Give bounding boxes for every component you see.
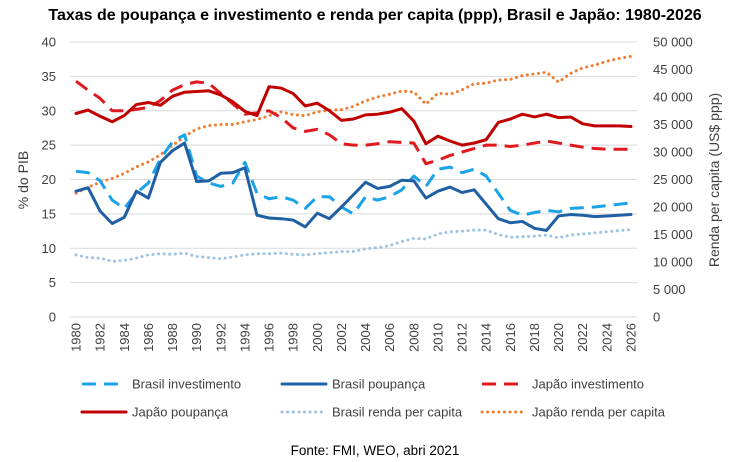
x-tick-label: 1994 [237, 323, 252, 352]
y-left-tick-label: 25 [42, 138, 56, 153]
series-line-brasil-poupanca [74, 141, 633, 232]
x-tick-label: 2026 [624, 323, 639, 352]
x-tick-label: 1982 [93, 323, 108, 352]
legend-item-brasil-investimento: Brasil investimento [82, 377, 241, 392]
legend-item-brasil-renda-per-capita: Brasil renda per capita [280, 405, 463, 420]
y-left-tick-label: 30 [42, 103, 56, 118]
x-tick-label: 2010 [430, 323, 445, 352]
x-tick-label: 1998 [286, 323, 301, 352]
legend-label: Japão renda per capita [532, 405, 666, 420]
y-right-tick-label: 30 000 [653, 145, 693, 160]
legend-item-japao-investimento: Japão investimento [482, 377, 644, 392]
y-axis-right-label: Renda per capita (US$ ppp) [706, 93, 722, 267]
series-line-japao-renda-per-capita [74, 54, 633, 195]
y-left-tick-label: 35 [42, 69, 56, 84]
y-left-tick-label: 40 [42, 35, 56, 50]
x-tick-label: 2002 [334, 323, 349, 352]
x-tick-label: 2006 [382, 323, 397, 352]
y-right-tick-label: 20 000 [653, 200, 693, 215]
x-tick-label: 2022 [575, 323, 590, 352]
series-lines [74, 54, 633, 263]
legend: Brasil investimento Brasil poupança Japão … [80, 377, 666, 420]
y-right-tick-label: 40 000 [653, 90, 693, 105]
y-axis-left-label: % do PIB [15, 151, 31, 209]
series-line-brasil-investimento [75, 133, 632, 217]
y-left-tick-label: 20 [42, 172, 56, 187]
y-left-tick-label: 10 [42, 241, 56, 256]
x-tick-label: 1988 [165, 323, 180, 352]
series-line-brasil-renda-per-capita [74, 228, 633, 263]
x-tick-label: 2008 [406, 323, 421, 352]
x-tick-label: 2016 [503, 323, 518, 352]
x-tick-label: 1986 [141, 323, 156, 352]
y-left-tick-label: 15 [42, 206, 56, 221]
legend-label: Brasil poupança [332, 377, 426, 392]
legend-label: Brasil renda per capita [332, 405, 463, 420]
x-tick-label: 2000 [310, 323, 325, 352]
y-right-tick-label: 5 000 [653, 282, 686, 297]
x-tick-label: 2018 [527, 323, 542, 352]
x-tick-label: 1984 [117, 323, 132, 352]
y-right-tick-label: 0 [653, 310, 660, 325]
chart-title: Taxas de poupança e investimento e renda… [48, 7, 701, 24]
y-axis-left-ticks: 0 5 10 15 20 25 30 35 40 [42, 35, 56, 325]
x-tick-label: 2004 [358, 323, 373, 352]
x-tick-label: 1980 [69, 323, 84, 352]
legend-label: Japão poupança [132, 405, 229, 420]
x-axis-ticks: 1980 1982 1984 1986 1988 1990 1992 1994 1996 1998… [69, 316, 639, 352]
x-tick-label: 1996 [262, 323, 277, 352]
y-right-tick-label: 50 000 [653, 35, 693, 50]
chart-source: Fonte: FMI, WEO, abri 2021 [291, 443, 460, 458]
x-tick-label: 1990 [189, 323, 204, 352]
x-tick-label: 1992 [213, 323, 228, 352]
legend-item-japao-renda-per-capita: Japão renda per capita [480, 405, 666, 420]
x-tick-label: 2012 [455, 323, 470, 352]
y-right-tick-label: 10 000 [653, 255, 693, 270]
x-tick-label: 2024 [599, 323, 614, 352]
legend-label: Brasil investimento [132, 377, 241, 392]
series-line-japao-poupanca [74, 85, 633, 147]
y-right-tick-label: 45 000 [653, 62, 693, 77]
x-tick-label: 2020 [551, 323, 566, 352]
legend-item-brasil-poupanca: Brasil poupança [280, 377, 426, 392]
y-right-tick-label: 15 000 [653, 227, 693, 242]
legend-label: Japão investimento [532, 377, 644, 392]
y-right-tick-label: 35 000 [653, 117, 693, 132]
y-axis-right-ticks: 0 5 000 10 000 15 000 20 000 25 000 30 000 35 0… [653, 35, 693, 325]
legend-item-japao-poupanca: Japão poupança [80, 405, 229, 420]
y-left-tick-label: 5 [49, 275, 56, 290]
series-line-japao-investimento [75, 79, 631, 166]
y-right-tick-label: 25 000 [653, 172, 693, 187]
y-left-tick-label: 0 [49, 310, 56, 325]
x-tick-label: 2014 [479, 323, 494, 352]
